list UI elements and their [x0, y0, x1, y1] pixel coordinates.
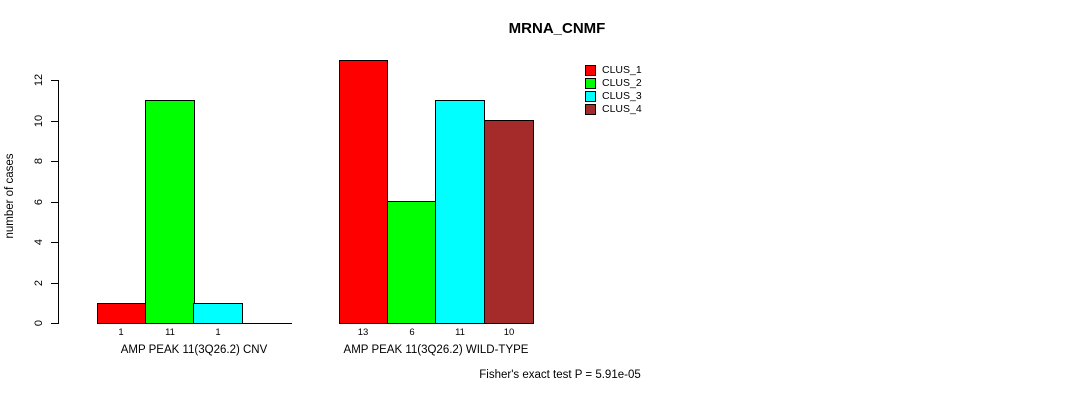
bar-clus_3	[435, 100, 485, 324]
y-tick-label: 12	[33, 73, 45, 87]
legend: CLUS_1 CLUS_2 CLUS_3 CLUS_4	[585, 64, 642, 116]
legend-item: CLUS_1	[585, 64, 642, 77]
y-tick-label: 10	[33, 114, 45, 128]
y-tick-mark	[51, 161, 58, 162]
bar-value-label: 11	[455, 327, 465, 338]
bar-clus_2	[145, 100, 195, 324]
y-tick-mark	[51, 121, 58, 122]
bar-clus_4	[484, 120, 534, 324]
legend-label: CLUS_4	[602, 103, 642, 115]
y-tick-label: 0	[33, 319, 45, 327]
legend-swatch-clus_3	[585, 91, 596, 102]
y-tick-mark	[51, 283, 58, 284]
legend-swatch-clus_4	[585, 104, 596, 115]
bar-value-label: 6	[409, 327, 415, 338]
bar-value-label: 1	[215, 327, 221, 338]
y-tick-mark	[51, 323, 58, 324]
legend-swatch-clus_1	[585, 65, 596, 76]
y-tick-mark	[51, 202, 58, 203]
chart-title: MRNA_CNMF	[508, 20, 606, 37]
legend-label: CLUS_3	[602, 90, 642, 102]
legend-label: CLUS_1	[602, 64, 642, 76]
y-tick-mark	[51, 242, 58, 243]
bar-clus_3	[193, 303, 243, 324]
group-label: AMP PEAK 11(3Q26.2) WILD-TYPE	[343, 344, 529, 356]
group-label: AMP PEAK 11(3Q26.2) CNV	[120, 344, 268, 356]
bar-clus_1	[97, 303, 146, 324]
annotation-text: Fisher's exact test P = 5.91e-05	[479, 369, 641, 381]
y-axis-label: number of cases	[4, 153, 16, 239]
bar-value-label: 10	[503, 327, 515, 338]
y-tick-label: 6	[33, 198, 45, 206]
legend-label: CLUS_2	[602, 77, 642, 89]
legend-item: CLUS_2	[585, 77, 642, 90]
y-tick-mark	[51, 80, 58, 81]
y-tick-label: 2	[33, 279, 45, 287]
y-tick-label: 4	[33, 238, 45, 246]
bar-clus_2	[387, 201, 437, 324]
bar-value-label: 11	[165, 327, 175, 338]
legend-swatch-clus_2	[585, 78, 596, 89]
legend-item: CLUS_4	[585, 103, 642, 116]
y-tick-label: 8	[33, 157, 45, 165]
bar-clus_1	[339, 60, 388, 324]
y-axis-line	[58, 80, 59, 324]
bar-value-label: 1	[118, 327, 124, 338]
bar-value-label: 13	[357, 327, 369, 338]
legend-item: CLUS_3	[585, 90, 642, 103]
